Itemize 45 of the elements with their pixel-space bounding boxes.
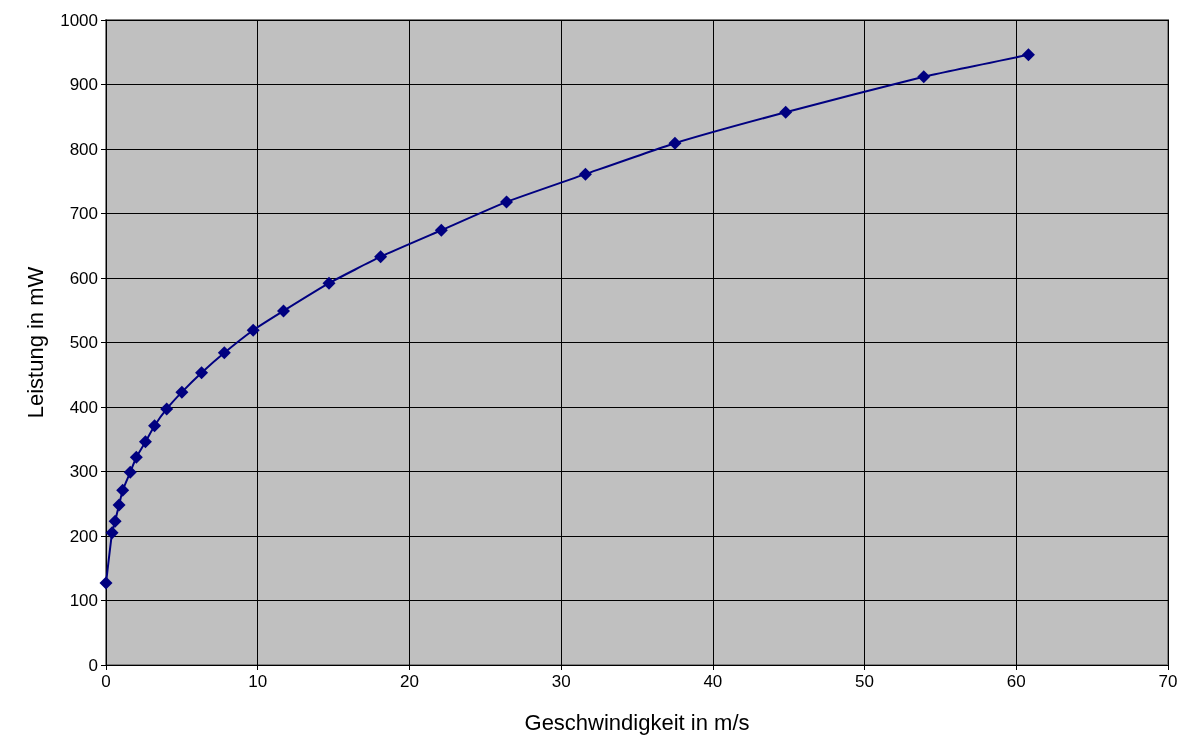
x-tick-label: 40 [703,672,723,691]
point [779,105,793,119]
y-tick-label: 0 [88,655,98,675]
point [129,450,143,464]
point [138,435,152,449]
y-tick-label: 700 [69,204,98,223]
point [374,250,388,264]
point [668,136,682,150]
x-tick-label: 60 [1006,672,1026,691]
x-tick-label: 20 [399,672,419,691]
point [917,70,931,84]
point [116,483,130,497]
y-tick-label: 500 [69,333,98,352]
point [112,498,126,512]
point [277,304,291,318]
point [148,419,162,433]
point [322,276,336,290]
point [246,323,260,337]
x-tick-label: 10 [248,672,268,691]
point [160,402,174,416]
y-tick-label: 400 [69,397,98,417]
x-tick-label: 0 [101,672,111,691]
x-axis-title: Geschwindigkeit in m/s [524,709,750,735]
y-tick-label: 900 [69,75,98,94]
y-tick-label: 100 [69,591,98,610]
point [105,526,119,540]
y-tick-label: 1000 [60,10,98,30]
x-tick-label: 30 [551,672,571,691]
y-tick-label: 300 [69,462,98,481]
y-tick-label: 200 [69,526,98,546]
point [217,346,231,360]
y-axis-title: Leistung in mW [22,266,48,419]
point [1021,48,1035,62]
point [500,195,514,209]
point [434,223,448,237]
x-tick-label: 70 [1158,672,1178,691]
point [195,366,209,380]
x-tick-label: 50 [855,672,875,691]
point [578,167,592,181]
y-tick-label: 800 [69,139,98,159]
point [175,385,189,399]
y-tick-label: 600 [69,268,98,288]
point [108,514,122,528]
point [123,465,137,479]
point [99,576,113,590]
